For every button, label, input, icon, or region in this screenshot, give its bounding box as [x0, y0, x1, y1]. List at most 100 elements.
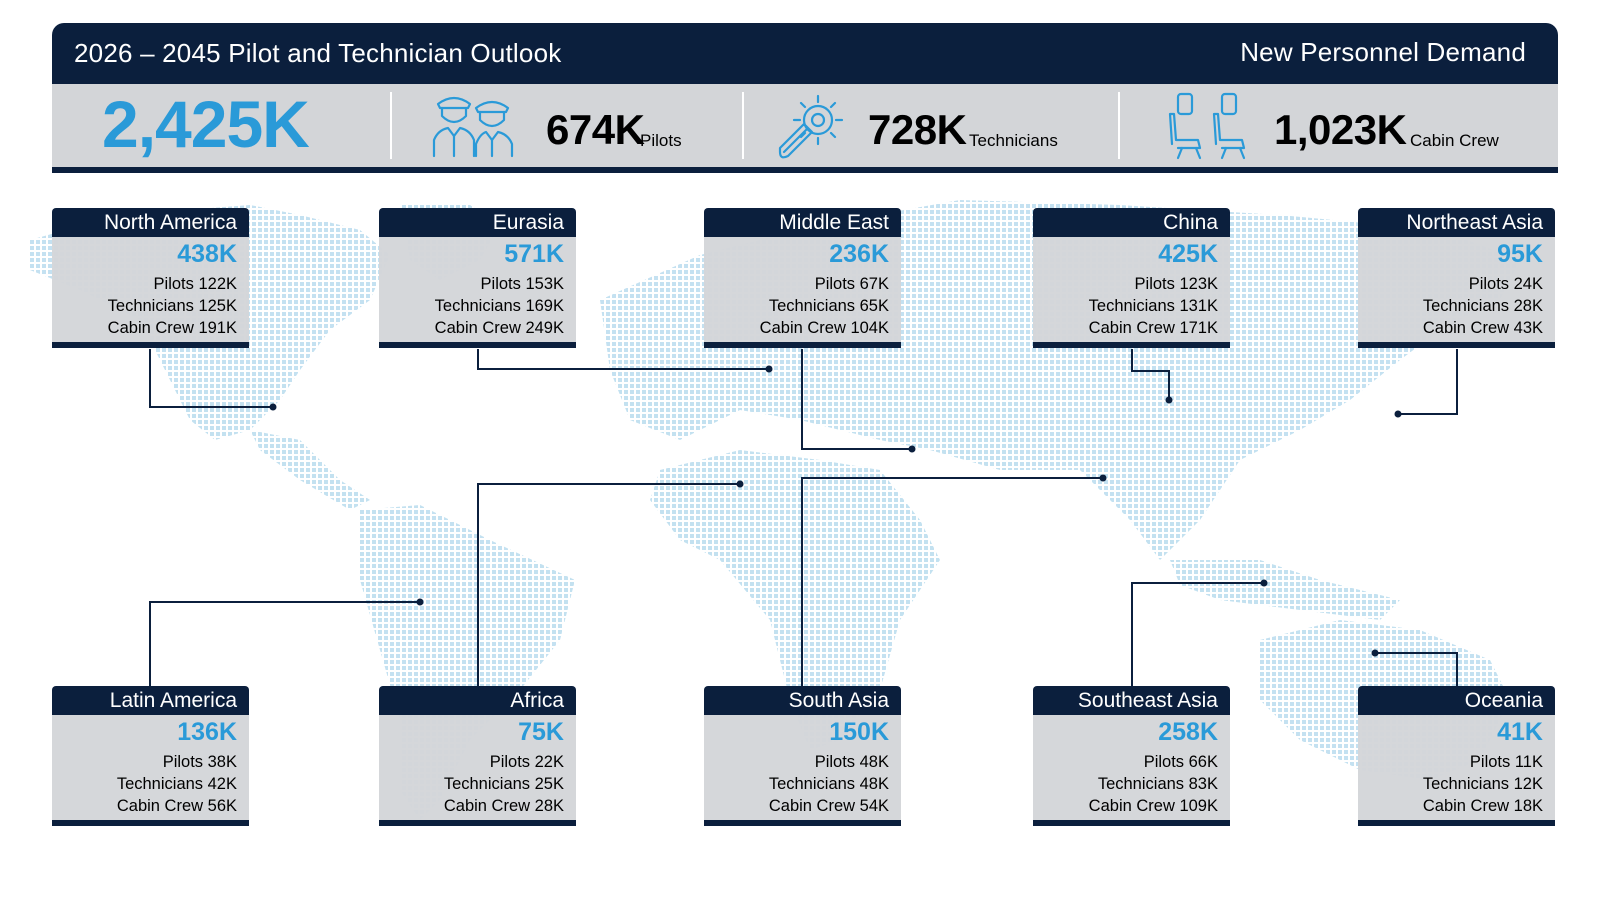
region-total: 41K	[1497, 718, 1543, 746]
cabin-crew-stat: 1,023K Cabin Crew	[1164, 84, 1554, 167]
region-body: 41K Pilots 11K Technicians 12K Cabin Cre…	[1358, 715, 1555, 826]
overall-total: 2,425K	[102, 87, 310, 161]
region-card-china: China 425K Pilots 123K Technicians 131K …	[1033, 208, 1230, 348]
region-technicians: Technicians 48K	[768, 775, 889, 793]
region-name: Latin America	[52, 686, 249, 715]
region-name: South Asia	[704, 686, 901, 715]
connector-china	[1131, 349, 1170, 400]
region-card-middle-east: Middle East 236K Pilots 67K Technicians …	[704, 208, 901, 348]
page-subtitle: New Personnel Demand	[1240, 37, 1526, 67]
region-total: 236K	[829, 240, 889, 268]
region-pilots: Pilots 123K	[1134, 275, 1218, 293]
connector-eurasia	[477, 349, 769, 370]
region-name: North America	[52, 208, 249, 237]
map-point-north-america	[269, 403, 277, 411]
region-total: 136K	[177, 718, 237, 746]
cabin-crew-label: Cabin Crew	[1410, 131, 1499, 150]
region-technicians: Technicians 83K	[1097, 775, 1218, 793]
map-point-africa	[736, 480, 744, 488]
connector-oceania	[1375, 652, 1458, 686]
pilots-value: 674K	[546, 106, 645, 153]
region-name: Africa	[379, 686, 576, 715]
region-body: 150K Pilots 48K Technicians 48K Cabin Cr…	[704, 715, 901, 826]
region-body: 95K Pilots 24K Technicians 28K Cabin Cre…	[1358, 237, 1555, 348]
connector-middle-east	[801, 349, 912, 450]
region-pilots: Pilots 122K	[153, 275, 237, 293]
page-title: 2026 – 2045 Pilot and Technician Outlook	[74, 38, 562, 68]
connector-south-asia	[801, 477, 1103, 686]
region-cabin-crew: Cabin Crew 43K	[1422, 319, 1543, 337]
region-card-north-america: North America 438K Pilots 122K Technicia…	[52, 208, 249, 348]
region-total: 571K	[504, 240, 564, 268]
region-total: 425K	[1158, 240, 1218, 268]
region-body: 258K Pilots 66K Technicians 83K Cabin Cr…	[1033, 715, 1230, 826]
technicians-stat: 728K Technicians	[774, 84, 1114, 167]
region-card-oceania: Oceania 41K Pilots 11K Technicians 12K C…	[1358, 686, 1555, 826]
divider	[390, 92, 392, 159]
region-name: Middle East	[704, 208, 901, 237]
region-card-southeast-asia: Southeast Asia 258K Pilots 66K Technicia…	[1033, 686, 1230, 826]
connector-africa	[477, 483, 740, 686]
region-technicians: Technicians 169K	[434, 297, 564, 315]
region-cabin-crew: Cabin Crew 28K	[443, 797, 564, 815]
region-pilots: Pilots 24K	[1468, 275, 1543, 293]
region-body: 75K Pilots 22K Technicians 25K Cabin Cre…	[379, 715, 576, 826]
region-cabin-crew: Cabin Crew 18K	[1422, 797, 1543, 815]
map-point-middle-east	[908, 445, 916, 453]
region-technicians: Technicians 65K	[768, 297, 889, 315]
region-body: 438K Pilots 122K Technicians 125K Cabin …	[52, 237, 249, 348]
region-card-africa: Africa 75K Pilots 22K Technicians 25K Ca…	[379, 686, 576, 826]
region-cabin-crew: Cabin Crew 171K	[1088, 319, 1218, 337]
airplane-seats-icon	[1168, 92, 1246, 160]
cabin-crew-value: 1,023K	[1274, 106, 1407, 153]
region-card-latin-america: Latin America 136K Pilots 38K Technician…	[52, 686, 249, 826]
connector-northeast-asia	[1398, 349, 1458, 415]
region-name: Northeast Asia	[1358, 208, 1555, 237]
region-cabin-crew: Cabin Crew 249K	[434, 319, 564, 337]
region-name: Eurasia	[379, 208, 576, 237]
region-pilots: Pilots 48K	[814, 753, 889, 771]
pilots-stat: 674K Pilots	[430, 84, 750, 167]
region-technicians: Technicians 25K	[443, 775, 564, 793]
divider	[1118, 92, 1120, 159]
region-total: 438K	[177, 240, 237, 268]
divider	[742, 92, 744, 159]
map-point-south-asia	[1099, 474, 1107, 482]
connector-southeast-asia	[1131, 582, 1264, 686]
technicians-value: 728K	[868, 106, 967, 153]
region-pilots: Pilots 67K	[814, 275, 889, 293]
map-point-latin-america	[416, 598, 424, 606]
region-cabin-crew: Cabin Crew 191K	[107, 319, 237, 337]
region-pilots: Pilots 11K	[1469, 753, 1543, 771]
gear-wrench-icon	[778, 94, 844, 159]
region-technicians: Technicians 125K	[107, 297, 237, 315]
region-pilots: Pilots 38K	[162, 753, 237, 771]
connector-north-america	[149, 349, 273, 408]
region-technicians: Technicians 42K	[116, 775, 237, 793]
connector-latin-america	[149, 601, 420, 686]
region-technicians: Technicians 131K	[1088, 297, 1218, 315]
region-name: Southeast Asia	[1033, 686, 1230, 715]
map-point-oceania	[1371, 649, 1379, 657]
region-name: China	[1033, 208, 1230, 237]
region-body: 425K Pilots 123K Technicians 131K Cabin …	[1033, 237, 1230, 348]
region-technicians: Technicians 12K	[1422, 775, 1543, 793]
region-cabin-crew: Cabin Crew 104K	[759, 319, 889, 337]
region-total: 258K	[1158, 718, 1218, 746]
map-point-northeast-asia	[1394, 410, 1402, 418]
region-name: Oceania	[1358, 686, 1555, 715]
region-card-northeast-asia: Northeast Asia 95K Pilots 24K Technician…	[1358, 208, 1555, 348]
region-body: 571K Pilots 153K Technicians 169K Cabin …	[379, 237, 576, 348]
region-pilots: Pilots 22K	[489, 753, 564, 771]
header-bar: 2026 – 2045 Pilot and Technician Outlook…	[52, 23, 1558, 84]
region-total: 150K	[829, 718, 889, 746]
map-point-southeast-asia	[1260, 579, 1268, 587]
technicians-label: Technicians	[969, 131, 1058, 150]
region-pilots: Pilots 153K	[480, 275, 564, 293]
region-cabin-crew: Cabin Crew 109K	[1088, 797, 1218, 815]
totals-bar: 2,425K 674K Pilots	[52, 84, 1558, 173]
region-card-south-asia: South Asia 150K Pilots 48K Technicians 4…	[704, 686, 901, 826]
region-cabin-crew: Cabin Crew 54K	[768, 797, 889, 815]
region-body: 236K Pilots 67K Technicians 65K Cabin Cr…	[704, 237, 901, 348]
pilots-label: Pilots	[640, 131, 682, 150]
